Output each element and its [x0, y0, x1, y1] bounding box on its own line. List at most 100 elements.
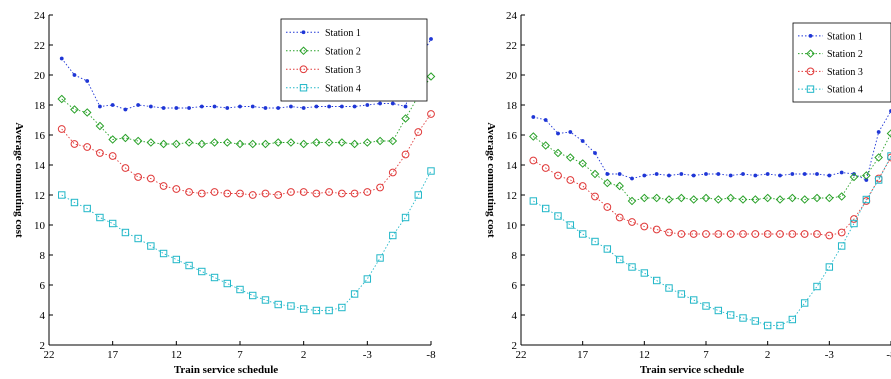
x-tick-label: 12 — [639, 349, 650, 361]
data-point — [590, 169, 600, 179]
data-point — [667, 173, 671, 178]
data-point — [96, 149, 104, 157]
data-point — [98, 104, 102, 109]
data-point — [605, 172, 610, 176]
data-point — [172, 255, 181, 264]
data-point — [159, 182, 168, 190]
legend-label: Station 2 — [827, 49, 863, 60]
data-point — [529, 197, 538, 205]
legend: Station 1 Station 2 Station 3 Station 4 — [792, 22, 891, 103]
data-point — [339, 104, 344, 109]
series-station-1 — [59, 37, 433, 112]
data-point — [654, 172, 659, 176]
data-point — [751, 230, 760, 238]
data-point — [350, 290, 359, 298]
x-tick-label: 22 — [516, 349, 527, 361]
data-point — [751, 317, 760, 325]
data-point — [121, 164, 130, 172]
data-point — [276, 106, 281, 110]
data-point — [679, 172, 684, 176]
y-tick-label: 24 — [34, 10, 46, 22]
data-point — [640, 193, 649, 203]
y-tick-label: 14 — [34, 160, 46, 172]
data-point — [850, 219, 858, 228]
data-point — [261, 296, 270, 304]
series-line — [61, 76, 432, 145]
diamond-marker-icon — [806, 49, 815, 58]
x-axis-label: Train service schedule — [640, 364, 744, 376]
series-line — [61, 38, 432, 110]
x-tick-label: 12 — [171, 349, 182, 361]
data-point — [788, 193, 797, 203]
data-point — [763, 230, 772, 238]
y-tick-label: 2 — [40, 340, 46, 352]
data-point — [363, 188, 372, 196]
data-point — [628, 263, 636, 271]
square-marker-icon — [299, 84, 308, 92]
data-point — [556, 131, 560, 136]
data-point — [210, 138, 219, 147]
x-tick-label: 17 — [577, 349, 589, 361]
x-axis-label: Train service schedule — [174, 364, 278, 376]
data-point — [704, 172, 708, 176]
data-point — [617, 172, 622, 176]
data-point — [642, 173, 647, 178]
legend-label: Station 3 — [827, 67, 863, 78]
data-point — [702, 302, 710, 310]
data-point — [812, 193, 822, 203]
data-point — [665, 284, 673, 292]
legend-label: Station 4 — [325, 83, 361, 94]
data-point — [378, 101, 382, 106]
data-point — [376, 254, 384, 262]
data-point — [529, 156, 538, 165]
data-point — [352, 104, 357, 109]
data-point — [324, 138, 334, 147]
data-point — [95, 121, 105, 131]
legend-label: Station 1 — [325, 28, 361, 39]
data-point — [185, 188, 193, 196]
data-point — [83, 143, 92, 151]
data-point — [427, 167, 435, 175]
data-point — [427, 110, 435, 118]
data-point — [147, 242, 155, 250]
data-point — [603, 203, 612, 211]
data-point — [325, 306, 333, 315]
data-point — [554, 171, 562, 180]
data-point — [628, 218, 636, 226]
data-point — [172, 139, 181, 149]
data-point — [714, 306, 723, 315]
data-point — [553, 148, 563, 158]
y-tick-label: 2 — [512, 340, 518, 352]
data-point — [630, 176, 634, 181]
series-station-2 — [529, 129, 891, 206]
data-point — [728, 173, 733, 178]
series-station-1 — [531, 109, 891, 182]
data-point — [566, 221, 575, 229]
data-point — [753, 173, 758, 178]
series-line — [533, 157, 891, 236]
data-point — [580, 139, 585, 143]
series-line — [533, 110, 891, 181]
data-point — [414, 191, 422, 199]
data-point — [146, 174, 155, 183]
data-point — [403, 104, 408, 109]
data-point — [689, 230, 698, 238]
x-tick-label: -3 — [825, 349, 835, 361]
data-point — [790, 172, 795, 176]
data-point — [813, 230, 821, 238]
data-point — [83, 204, 91, 213]
x-tick-label: 2 — [301, 349, 307, 361]
y-tick-label: 22 — [506, 40, 517, 52]
y-tick-label: 10 — [506, 220, 518, 232]
data-point — [388, 136, 398, 146]
data-point — [375, 136, 385, 146]
data-point — [640, 269, 649, 277]
data-point — [850, 215, 858, 223]
data-point — [741, 172, 745, 176]
data-point — [788, 230, 797, 238]
data-point — [802, 172, 807, 176]
data-point — [110, 103, 115, 107]
legend-label: Station 1 — [827, 31, 863, 42]
data-point — [212, 104, 217, 109]
data-point — [702, 230, 710, 238]
